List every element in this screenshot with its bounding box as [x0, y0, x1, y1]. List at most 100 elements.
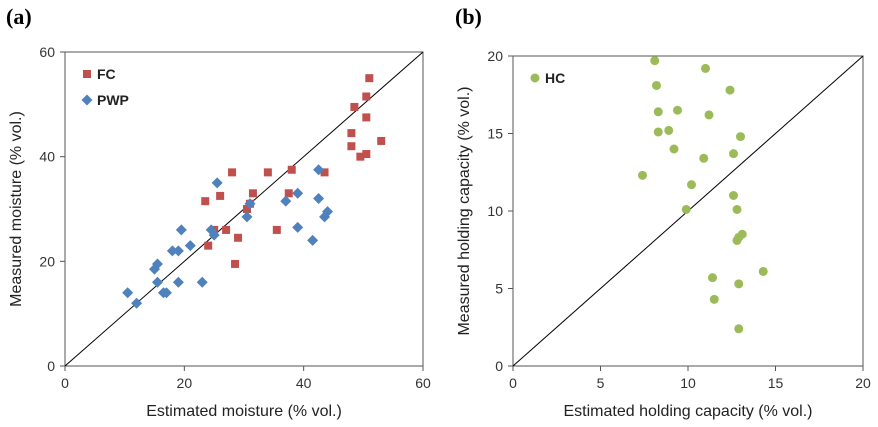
panel-label: (b) — [455, 4, 482, 29]
panel-label: (a) — [6, 4, 32, 29]
data-point-hc — [664, 125, 674, 135]
data-point-pwp — [166, 245, 178, 257]
y-axis-title: Measured holding capacity (% vol.) — [456, 86, 473, 335]
data-point-pwp — [131, 297, 143, 309]
data-point-hc — [653, 107, 663, 117]
data-point-fc — [242, 205, 251, 213]
x-tick-label: 0 — [509, 375, 517, 391]
y-tick-label: 15 — [487, 126, 503, 142]
legend-marker-fc — [83, 70, 91, 78]
data-point-pwp — [175, 224, 187, 236]
series-fc — [201, 74, 386, 268]
data-point-pwp — [211, 177, 223, 189]
data-point-fc — [234, 233, 243, 242]
data-point-fc — [356, 152, 365, 161]
data-point-pwp — [196, 276, 208, 288]
legend-label-fc: FC — [97, 66, 116, 82]
data-point-fc — [284, 189, 293, 198]
x-tick-label: 60 — [415, 375, 431, 391]
data-point-fc — [347, 129, 356, 138]
data-point-pwp — [292, 187, 304, 199]
data-point-fc — [201, 197, 210, 206]
chart-panel-1: (a) 0 20 40 60 0 20 40 60 Estimated moisture (% v… — [6, 4, 431, 420]
data-point-fc — [350, 102, 359, 111]
x-tick-label: 40 — [296, 375, 312, 391]
data-point-fc — [320, 168, 329, 177]
chart-panel-2: (b) 0 5 10 15 20 0 5 10 15 20 Estimated holding cap… — [455, 4, 871, 420]
data-point-pwp — [307, 234, 319, 246]
data-point-hc — [708, 273, 717, 283]
data-point-hc — [653, 127, 663, 137]
data-point-hc — [709, 294, 719, 304]
legend-label-pwp: PWP — [97, 92, 129, 108]
data-point-fc — [216, 191, 225, 200]
data-point-fc — [222, 225, 231, 234]
y-tick-label: 0 — [495, 358, 503, 374]
data-point-hc — [729, 149, 738, 159]
y-tick-label: 20 — [487, 48, 503, 64]
data-point-hc — [758, 266, 768, 276]
data-point-hc — [652, 80, 661, 90]
data-point-hc — [699, 153, 709, 163]
y-tick-label: 40 — [39, 149, 55, 165]
x-tick-label: 20 — [855, 375, 871, 391]
data-point-hc — [673, 105, 682, 115]
data-point-hc — [725, 85, 735, 95]
legend-label-hc: HC — [545, 70, 565, 86]
data-point-pwp — [208, 229, 220, 241]
data-point-fc — [362, 92, 371, 101]
data-point-hc — [650, 56, 660, 66]
data-point-hc — [737, 229, 747, 239]
data-point-fc — [365, 74, 374, 83]
x-axis-title: Estimated moisture (% vol.) — [146, 403, 342, 420]
data-point-pwp — [322, 206, 334, 218]
plot-frame — [64, 51, 424, 367]
y-tick-label: 20 — [39, 253, 55, 269]
y-tick-label: 5 — [495, 281, 503, 297]
data-point-fc — [347, 142, 356, 151]
x-tick-label: 0 — [61, 375, 69, 391]
data-point-hc — [736, 132, 745, 142]
y-tick-label: 0 — [47, 358, 55, 374]
legend-marker-hc — [530, 73, 540, 83]
x-tick-label: 5 — [597, 375, 605, 391]
data-point-pwp — [151, 276, 163, 288]
data-point-hc — [704, 110, 714, 120]
data-point-fc — [272, 225, 281, 234]
x-tick-label: 10 — [680, 375, 696, 391]
data-point-fc — [362, 113, 371, 122]
data-point-fc — [228, 168, 237, 177]
x-tick-label: 20 — [177, 375, 193, 391]
data-point-pwp — [122, 287, 134, 299]
data-point-fc — [377, 136, 386, 145]
data-point-pwp — [172, 245, 184, 257]
data-point-pwp — [313, 164, 325, 176]
data-point-pwp — [241, 211, 253, 223]
data-point-fc — [263, 168, 272, 177]
data-point-fc — [248, 189, 257, 198]
y-tick-label: 10 — [487, 203, 503, 219]
data-point-pwp — [292, 221, 304, 233]
x-tick-label: 15 — [768, 375, 784, 391]
data-point-pwp — [160, 287, 172, 299]
series-pwp — [122, 164, 334, 309]
series-hc — [638, 56, 768, 334]
data-point-hc — [687, 180, 696, 190]
data-point-hc — [732, 204, 742, 214]
y-tick-label: 60 — [39, 44, 55, 60]
y-axis-title: Measured moisture (% vol.) — [8, 111, 25, 307]
data-point-fc — [362, 150, 371, 159]
data-point-hc — [669, 144, 679, 154]
data-point-hc — [681, 204, 691, 214]
data-point-pwp — [280, 195, 292, 207]
data-point-fc — [204, 241, 213, 250]
data-point-fc — [231, 259, 240, 268]
data-point-pwp — [172, 276, 184, 288]
data-point-pwp — [313, 193, 325, 205]
data-point-fc — [287, 165, 296, 174]
data-point-pwp — [184, 240, 196, 252]
data-point-hc — [734, 279, 744, 289]
data-point-pwp — [151, 258, 163, 270]
